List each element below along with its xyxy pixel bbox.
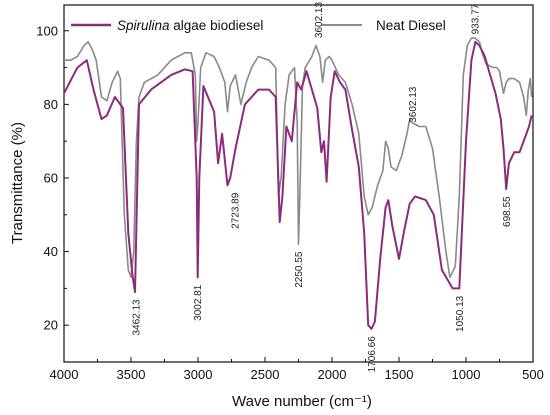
peak-label: 3462.13 <box>132 299 143 336</box>
x-tick-label: 500 <box>522 367 544 382</box>
peak-label: 3002.81 <box>193 284 204 321</box>
peak-label: 2250.55 <box>294 251 305 288</box>
y-tick-label: 80 <box>44 97 58 112</box>
series-line-spirulina-algae-biodiesel <box>63 40 533 330</box>
y-tick-label: 60 <box>44 170 58 185</box>
peak-label: 2723.89 <box>231 192 242 229</box>
x-tick-label: 1500 <box>385 367 414 382</box>
x-tick-label: 3000 <box>184 367 213 382</box>
x-tick-label: 2000 <box>318 367 347 382</box>
legend: Spirulina algae biodiesel Neat Diesel <box>71 18 446 33</box>
y-tick-label: 40 <box>44 244 58 259</box>
peak-label: 3602.13 <box>408 86 419 123</box>
x-tick-label: 4000 <box>50 367 79 382</box>
y-axis-title: Transmittance (%) <box>9 122 26 244</box>
x-tick-label: 2500 <box>251 367 280 382</box>
legend-label-neat-diesel: Neat Diesel <box>376 18 446 33</box>
peak-label: 1050.13 <box>455 295 466 332</box>
x-tick-label: 1000 <box>452 367 481 382</box>
y-tick-label: 20 <box>44 318 58 333</box>
peak-label: 3602.13 <box>314 2 325 39</box>
axes: 4000 3500 3000 2500 2000 1500 1000 500 20 40 60 80 1… <box>36 23 544 382</box>
x-tick-label: 3500 <box>117 367 146 382</box>
peak-label: 933.77 <box>471 3 482 34</box>
peak-label: 1706.66 <box>367 336 378 373</box>
x-axis-title: Wave number (cm⁻¹) <box>232 393 372 410</box>
peak-label: 698.55 <box>502 196 513 227</box>
legend-label-biodiesel: Spirulina algae biodiesel <box>117 18 263 33</box>
series-layer <box>63 37 533 330</box>
y-tick-label: 100 <box>36 23 58 38</box>
annotations: 3462.13 3002.81 2723.89 2250.55 3602.13 1706.… <box>132 2 513 373</box>
